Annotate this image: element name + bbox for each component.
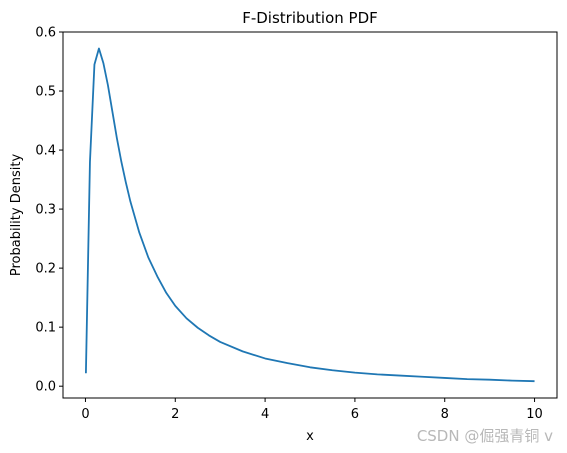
- chart-title: F-Distribution PDF: [242, 9, 378, 27]
- y-axis-label: Probability Density: [9, 154, 24, 277]
- plot-frame: [62, 31, 558, 399]
- y-tick-label: 0.2: [35, 262, 56, 277]
- y-tick-label: 0.5: [35, 85, 56, 100]
- x-tick-label: 0: [81, 407, 89, 422]
- y-tick-label: 0.1: [35, 321, 56, 336]
- x-axis-label: x: [306, 429, 314, 444]
- y-tick-label: 0.4: [35, 144, 56, 159]
- x-tick-label: 2: [171, 407, 179, 422]
- y-tick-label: 0.3: [35, 203, 56, 218]
- x-tick-label: 4: [261, 407, 269, 422]
- x-tick-label: 6: [351, 407, 359, 422]
- y-tick-label: 0.6: [35, 26, 56, 41]
- x-tick-label: 10: [526, 407, 543, 422]
- y-tick-label: 0.0: [35, 380, 56, 395]
- watermark: CSDN @倔强青铜 v: [417, 427, 553, 445]
- ticks-layer: 0 2 4 6 8 10 0.0 0.1 0.2 0.3 0.4 0.5 0.6: [35, 26, 543, 423]
- x-tick-label: 8: [441, 407, 449, 422]
- pdf-series-line: [85, 47, 535, 383]
- series-layer: [85, 47, 535, 383]
